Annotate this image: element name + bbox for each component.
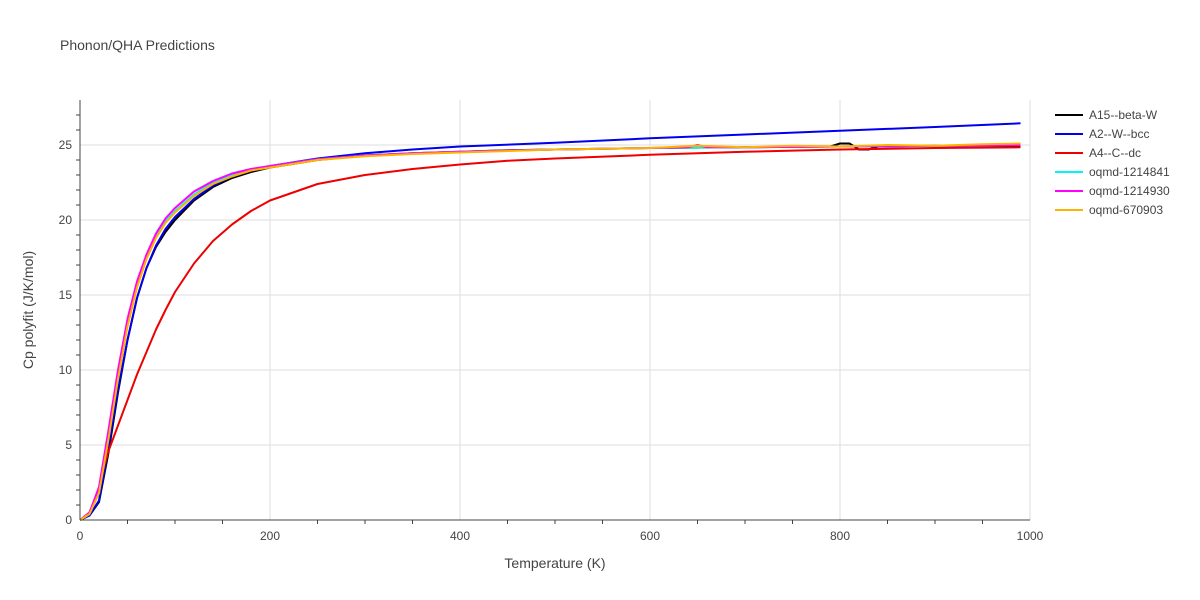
legend-label: oqmd-670903 — [1089, 203, 1163, 217]
plot-area — [79, 122, 1021, 521]
y-axis-title: Cp polyfit (J/K/mol) — [20, 251, 36, 369]
axes: 0 200 400 600 800 1000 0 5 10 15 20 25 — [59, 100, 1044, 543]
legend-item-oqmd-1214930[interactable]: oqmd-1214930 — [1055, 184, 1170, 198]
x-axis-title: Temperature (K) — [504, 555, 605, 571]
y-tick-label: 5 — [65, 438, 72, 452]
legend-item-A4--C--dc[interactable]: A4--C--dc — [1055, 146, 1141, 160]
x-tick-label: 800 — [830, 529, 850, 543]
y-tick-label: 0 — [65, 513, 72, 527]
legend-label: oqmd-1214930 — [1089, 184, 1170, 198]
legend-label: A15--beta-W — [1089, 108, 1158, 122]
x-tick-label: 400 — [450, 529, 470, 543]
legend-label: A2--W--bcc — [1089, 127, 1149, 141]
legend-item-A2--W--bcc[interactable]: A2--W--bcc — [1055, 127, 1149, 141]
series-line-A4--C--dc[interactable] — [79, 146, 1021, 521]
x-tick-label: 1000 — [1017, 529, 1044, 543]
legend-label: A4--C--dc — [1089, 146, 1141, 160]
x-tick-label: 200 — [260, 529, 280, 543]
y-tick-label: 10 — [59, 363, 73, 377]
x-tick-label: 0 — [77, 529, 84, 543]
series-line-A15--beta-W[interactable] — [79, 142, 1021, 521]
legend-item-oqmd-1214841[interactable]: oqmd-1214841 — [1055, 165, 1170, 179]
y-tick-label: 20 — [59, 213, 73, 227]
legend-item-A15--beta-W[interactable]: A15--beta-W — [1055, 108, 1158, 122]
y-tick-label: 25 — [59, 138, 73, 152]
series-line-oqmd-1214841[interactable] — [79, 144, 1021, 521]
series-line-oqmd-1214930[interactable] — [79, 144, 1021, 521]
chart-title: Phonon/QHA Predictions — [60, 37, 215, 53]
x-tick-label: 600 — [640, 529, 660, 543]
legend-label: oqmd-1214841 — [1089, 165, 1170, 179]
y-tick-label: 15 — [59, 288, 73, 302]
grid — [80, 100, 1031, 520]
legend-item-oqmd-670903[interactable]: oqmd-670903 — [1055, 203, 1163, 217]
series-line-oqmd-670903[interactable] — [79, 142, 1021, 521]
legend[interactable]: A15--beta-W A2--W--bcc A4--C--dc oqmd-12148… — [1055, 108, 1170, 217]
